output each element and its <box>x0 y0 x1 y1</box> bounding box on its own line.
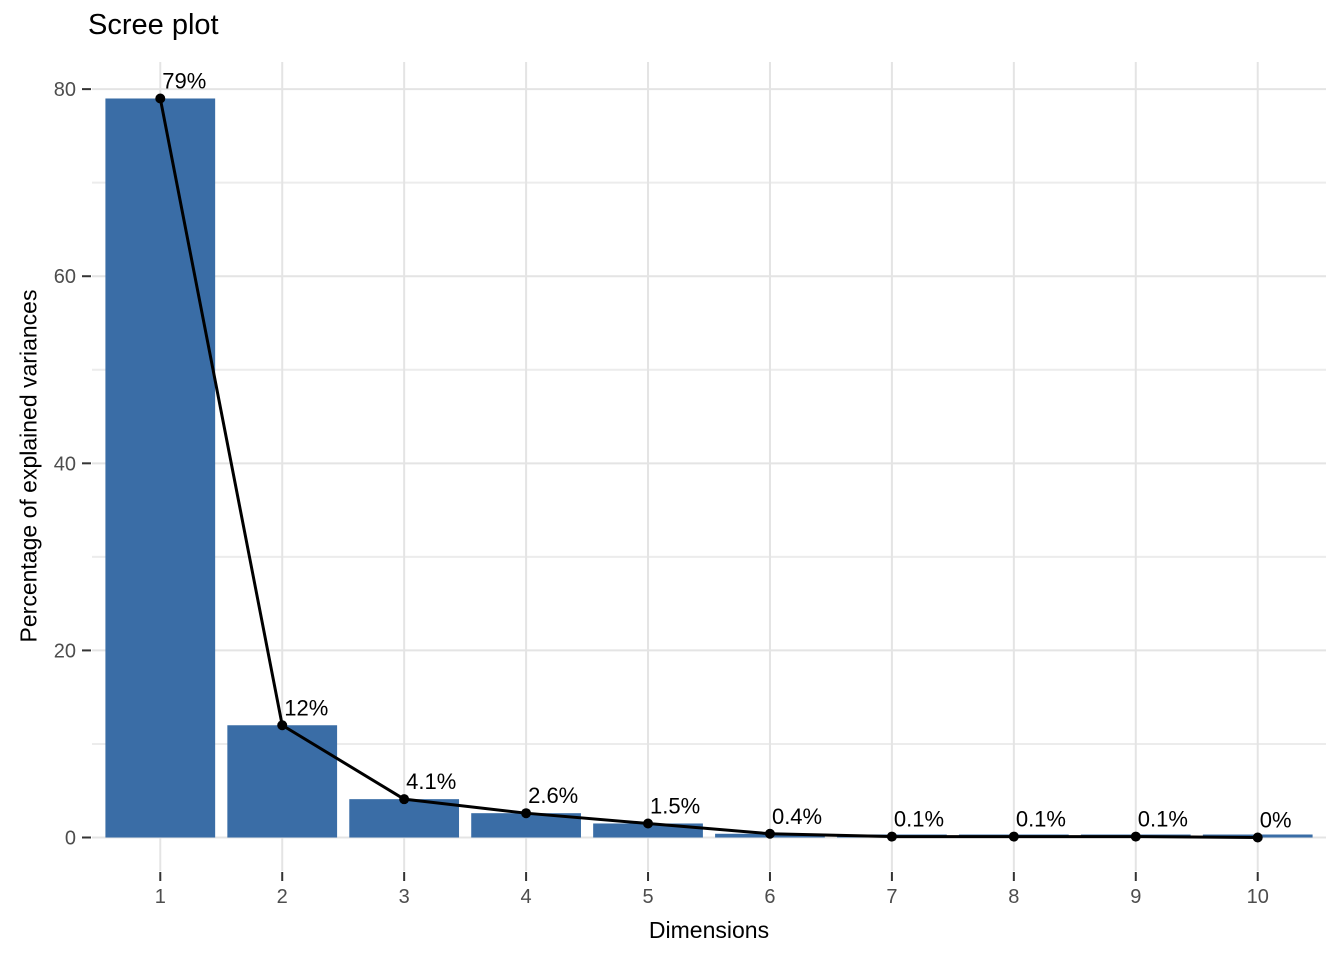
x-tick-label: 9 <box>1130 886 1141 908</box>
point-label-dim-8: 0.1% <box>1016 807 1066 832</box>
line-point-dim-6 <box>764 828 775 839</box>
line-point-dim-3 <box>399 794 410 805</box>
bars <box>105 98 1313 838</box>
point-label-dim-6: 0.4% <box>772 804 822 829</box>
x-tick-label: 4 <box>521 886 532 908</box>
point-label-dim-7: 0.1% <box>894 807 944 832</box>
y-axis-title: Percentage of explained variances <box>15 289 42 643</box>
point-label-dim-5: 1.5% <box>650 793 700 818</box>
line-point-dim-5 <box>643 818 654 829</box>
line-point-dim-2 <box>277 720 288 731</box>
point-label-dim-1: 79% <box>162 68 206 93</box>
point-label-dim-4: 2.6% <box>528 783 578 808</box>
y-tick-label: 80 <box>54 79 76 101</box>
bar-dim-3 <box>349 799 460 838</box>
y-tick-label: 20 <box>54 640 76 662</box>
x-tick-label: 6 <box>764 886 775 908</box>
line-point-dim-8 <box>1008 831 1019 842</box>
point-label-dim-9: 0.1% <box>1138 807 1188 832</box>
x-tick-label: 10 <box>1247 886 1269 908</box>
variance-line <box>155 93 1263 843</box>
x-tick-label: 1 <box>155 886 166 908</box>
point-labels: 79% 12% 4.1% 2.6% 1.5% 0.4% 0.1% 0.1% 0.1% 0% <box>162 68 1291 832</box>
y-tick-label: 60 <box>54 266 76 288</box>
gridlines <box>92 62 1326 871</box>
y-tick-label: 40 <box>54 453 76 475</box>
chart-title: Scree plot <box>88 9 219 41</box>
point-label-dim-3: 4.1% <box>406 769 456 794</box>
line-point-dim-4 <box>521 808 532 819</box>
x-tick-label: 2 <box>277 886 288 908</box>
line-point-dim-7 <box>886 831 897 842</box>
line-point-dim-10 <box>1252 832 1263 843</box>
line-path <box>158 98 1258 840</box>
x-tick-label: 3 <box>399 886 410 908</box>
x-tick-label: 8 <box>1008 886 1019 908</box>
x-axis-title: Dimensions <box>648 917 770 943</box>
line-point-dim-9 <box>1130 831 1141 842</box>
line-point-dim-1 <box>155 93 166 104</box>
point-label-dim-2: 12% <box>284 695 328 720</box>
bar-dim-2 <box>227 725 338 838</box>
point-label-dim-10: 0% <box>1260 808 1292 833</box>
axes: 1 2 3 4 5 6 7 8 9 10 0 20 40 60 80 <box>54 79 1269 908</box>
x-tick-label: 5 <box>642 886 653 908</box>
bar-dim-1 <box>105 98 216 838</box>
y-tick-label: 0 <box>65 828 76 850</box>
x-tick-label: 7 <box>886 886 897 908</box>
